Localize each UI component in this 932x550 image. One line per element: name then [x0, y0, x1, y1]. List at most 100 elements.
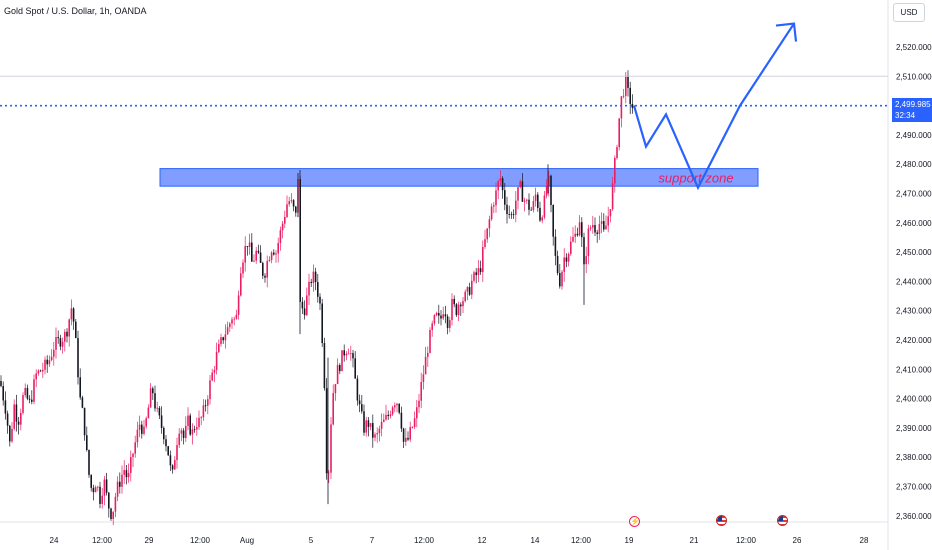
candle-body	[306, 295, 308, 316]
support-zone: support zone	[159, 168, 759, 187]
candle-body	[66, 331, 68, 337]
candle-body	[567, 254, 570, 262]
candle-body	[515, 200, 517, 215]
candle-body	[594, 225, 596, 233]
candle-body	[59, 338, 62, 347]
candle-body	[598, 224, 601, 234]
candle-body	[88, 450, 90, 475]
candle-body	[488, 219, 491, 229]
candle-body	[231, 319, 233, 324]
candle-body	[61, 341, 64, 347]
candle-body	[20, 412, 22, 425]
symbol-title[interactable]: Gold Spot / U.S. Dollar, 1h, OANDA	[4, 6, 147, 16]
candle-body	[119, 481, 121, 487]
candle-body	[464, 291, 466, 302]
candle-body	[466, 287, 469, 292]
candle-body	[484, 239, 486, 247]
candle-body	[378, 428, 381, 434]
candle-body	[83, 407, 86, 436]
candle-body	[246, 246, 249, 248]
candle-body	[132, 453, 134, 458]
candle-body	[226, 327, 229, 335]
lightning-icon[interactable]: ⚡	[629, 516, 640, 527]
candle-body	[413, 418, 416, 427]
candle-body	[512, 214, 515, 216]
candle-body	[581, 222, 583, 238]
candle-body	[264, 275, 266, 278]
candle-body	[411, 426, 414, 428]
candle-body	[253, 260, 255, 262]
candle-body	[400, 412, 403, 429]
candle-body	[314, 271, 317, 283]
candle-body	[473, 272, 475, 281]
candle-body	[475, 272, 477, 276]
candle-body	[233, 318, 235, 320]
candle-body	[141, 424, 143, 434]
candle-body	[215, 352, 218, 370]
candle-body	[15, 404, 18, 422]
candle-body	[405, 437, 407, 442]
candle-body	[323, 343, 326, 389]
us-flag-icon[interactable]	[716, 515, 727, 526]
candle-body	[517, 187, 519, 201]
candle-body	[207, 399, 209, 406]
candle-body	[286, 204, 288, 218]
candle-body	[345, 353, 348, 356]
candle-body	[552, 204, 554, 237]
candle-body	[495, 190, 497, 206]
candle-body	[182, 430, 185, 438]
candle-body	[123, 470, 125, 475]
candle-body	[328, 472, 330, 474]
candle-body	[402, 428, 405, 442]
time-tick-label: 29	[145, 536, 154, 545]
candle-body	[490, 206, 493, 220]
candle-body	[248, 242, 251, 248]
us-flag-icon[interactable]	[777, 515, 788, 526]
candle-body	[163, 427, 165, 440]
candle-body	[607, 216, 609, 226]
candle-body	[178, 433, 180, 446]
candle-body	[42, 369, 44, 372]
candle-body	[26, 387, 29, 399]
candle-body	[266, 260, 268, 278]
candle-body	[442, 314, 444, 319]
candle-body	[211, 372, 213, 381]
candle-body	[627, 75, 629, 88]
candle-body	[312, 271, 315, 284]
price-tick-label: 2,440.000	[896, 277, 932, 286]
time-tick-label: 12:00	[414, 536, 435, 545]
candle-body	[592, 225, 594, 228]
candle-body	[336, 365, 339, 385]
candle-body	[372, 423, 374, 438]
currency-selector[interactable]: USD	[893, 3, 925, 22]
candle-body	[134, 442, 136, 454]
price-tick-label: 2,400.000	[896, 395, 932, 404]
candle-body	[240, 273, 242, 296]
candle-body	[543, 195, 546, 218]
candle-body	[259, 252, 262, 263]
candle-body	[387, 414, 389, 417]
candle-body	[44, 359, 46, 370]
candle-body	[317, 282, 319, 297]
candle-body	[550, 175, 552, 205]
candle-body	[506, 204, 508, 215]
candle-body	[380, 421, 383, 429]
candle-body	[268, 259, 271, 261]
candle-body	[556, 255, 559, 274]
candle-body	[431, 323, 433, 330]
candle-body	[193, 429, 196, 431]
candle-body	[28, 398, 31, 400]
candle-body	[301, 301, 304, 309]
candle-body	[167, 446, 169, 456]
candle-body	[554, 236, 557, 256]
candle-body	[504, 190, 506, 205]
candle-body	[451, 298, 453, 321]
candle-body	[24, 387, 26, 396]
candle-body	[127, 472, 130, 478]
candle-body	[523, 200, 526, 202]
candle-body	[4, 400, 7, 414]
candle-body	[396, 403, 398, 406]
candle-body	[308, 281, 310, 296]
candle-body	[288, 201, 290, 205]
